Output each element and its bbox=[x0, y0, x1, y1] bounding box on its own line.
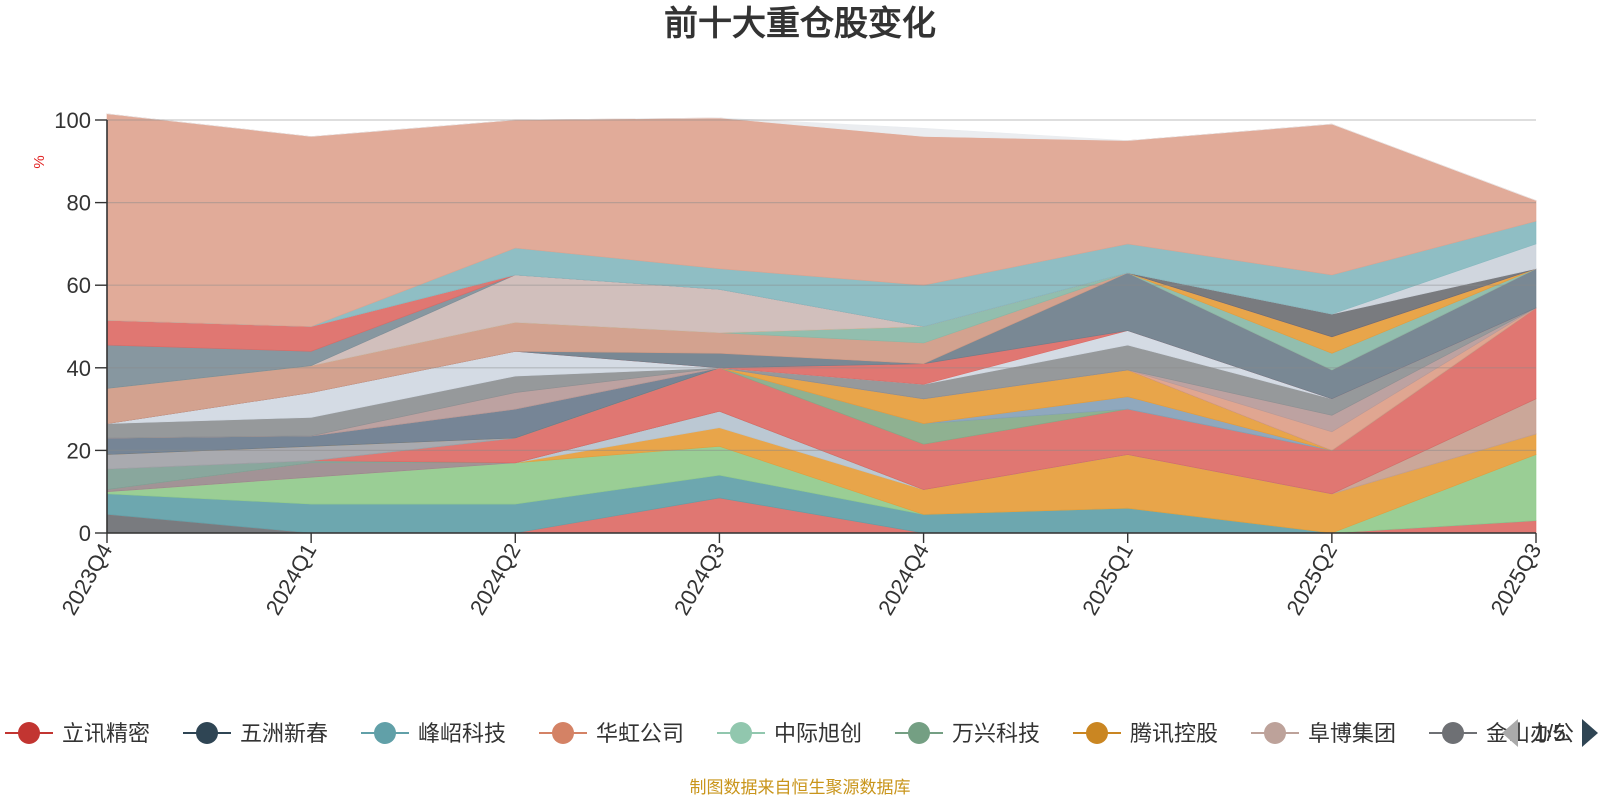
legend-marker bbox=[730, 722, 752, 744]
y-tick-label: 60 bbox=[67, 273, 91, 298]
x-tick-label: 2024Q3 bbox=[669, 539, 730, 619]
legend-marker bbox=[1264, 722, 1286, 744]
area-layer bbox=[106, 113, 1537, 534]
legend-item[interactable]: 华虹公司 bbox=[539, 721, 684, 746]
legend-item[interactable]: 中际旭创 bbox=[717, 721, 862, 746]
x-tick-label: 2025Q3 bbox=[1486, 539, 1547, 619]
y-axis-label: % bbox=[31, 155, 48, 168]
source-note: 制图数据来自恒生聚源数据库 bbox=[689, 778, 911, 798]
y-tick-label: 80 bbox=[67, 191, 91, 216]
y-tick-label: 40 bbox=[67, 356, 91, 381]
x-tick-label: 2024Q4 bbox=[873, 539, 934, 619]
legend-marker bbox=[374, 722, 396, 744]
legend-label: 金山办公 bbox=[1486, 721, 1574, 746]
y-tick-label: 100 bbox=[54, 108, 91, 133]
legend-label: 华虹公司 bbox=[596, 721, 684, 746]
x-tick-label: 2025Q2 bbox=[1281, 539, 1342, 619]
legend-item[interactable]: 万兴科技 bbox=[895, 721, 1040, 746]
legend-marker bbox=[908, 722, 930, 744]
legend-marker bbox=[552, 722, 574, 744]
x-tick-label: 2024Q2 bbox=[465, 539, 526, 619]
x-tick-label: 2023Q4 bbox=[57, 539, 118, 619]
area-series-32 bbox=[106, 113, 1537, 201]
x-tick-label: 2025Q1 bbox=[1077, 539, 1138, 619]
legend-pager[interactable]: 1/5 bbox=[1502, 719, 1598, 747]
legend-item[interactable]: 峰岹科技 bbox=[361, 721, 506, 746]
legend-label: 腾讯控股 bbox=[1130, 721, 1218, 746]
legend-label: 阜博集团 bbox=[1308, 721, 1396, 746]
legend-marker bbox=[18, 722, 40, 744]
legend-item[interactable]: 立讯精密 bbox=[5, 721, 150, 746]
legend-label: 五洲新春 bbox=[240, 721, 328, 746]
legend-label: 峰岹科技 bbox=[418, 721, 506, 746]
prev-page-icon[interactable] bbox=[1502, 719, 1518, 747]
x-tick-label: 2024Q1 bbox=[261, 539, 322, 619]
legend-label: 中际旭创 bbox=[774, 721, 862, 746]
legend-label: 万兴科技 bbox=[952, 721, 1040, 746]
legend-item[interactable]: 腾讯控股 bbox=[1073, 721, 1218, 746]
legend-item[interactable]: 阜博集团 bbox=[1251, 721, 1396, 746]
legend-label: 立讯精密 bbox=[62, 721, 150, 746]
next-page-icon[interactable] bbox=[1582, 719, 1598, 747]
legend[interactable]: 立讯精密 五洲新春 峰岹科技 华虹公司 中际旭创 万兴科技 腾讯控股 阜博集团 金山办公 bbox=[5, 721, 1574, 746]
legend-item[interactable]: 五洲新春 bbox=[183, 721, 328, 746]
grid-lines bbox=[107, 119, 1536, 534]
chart-title: 前十大重仓股变化 bbox=[664, 5, 936, 43]
legend-page-indicator: 1/5 bbox=[1534, 720, 1566, 746]
legend-item[interactable]: 金山办公 bbox=[1429, 721, 1574, 746]
y-tick-label: 20 bbox=[67, 438, 91, 463]
legend-marker bbox=[196, 722, 218, 744]
legend-marker bbox=[1086, 722, 1108, 744]
legend-marker bbox=[1442, 722, 1464, 744]
y-tick-label: 0 bbox=[79, 521, 91, 546]
